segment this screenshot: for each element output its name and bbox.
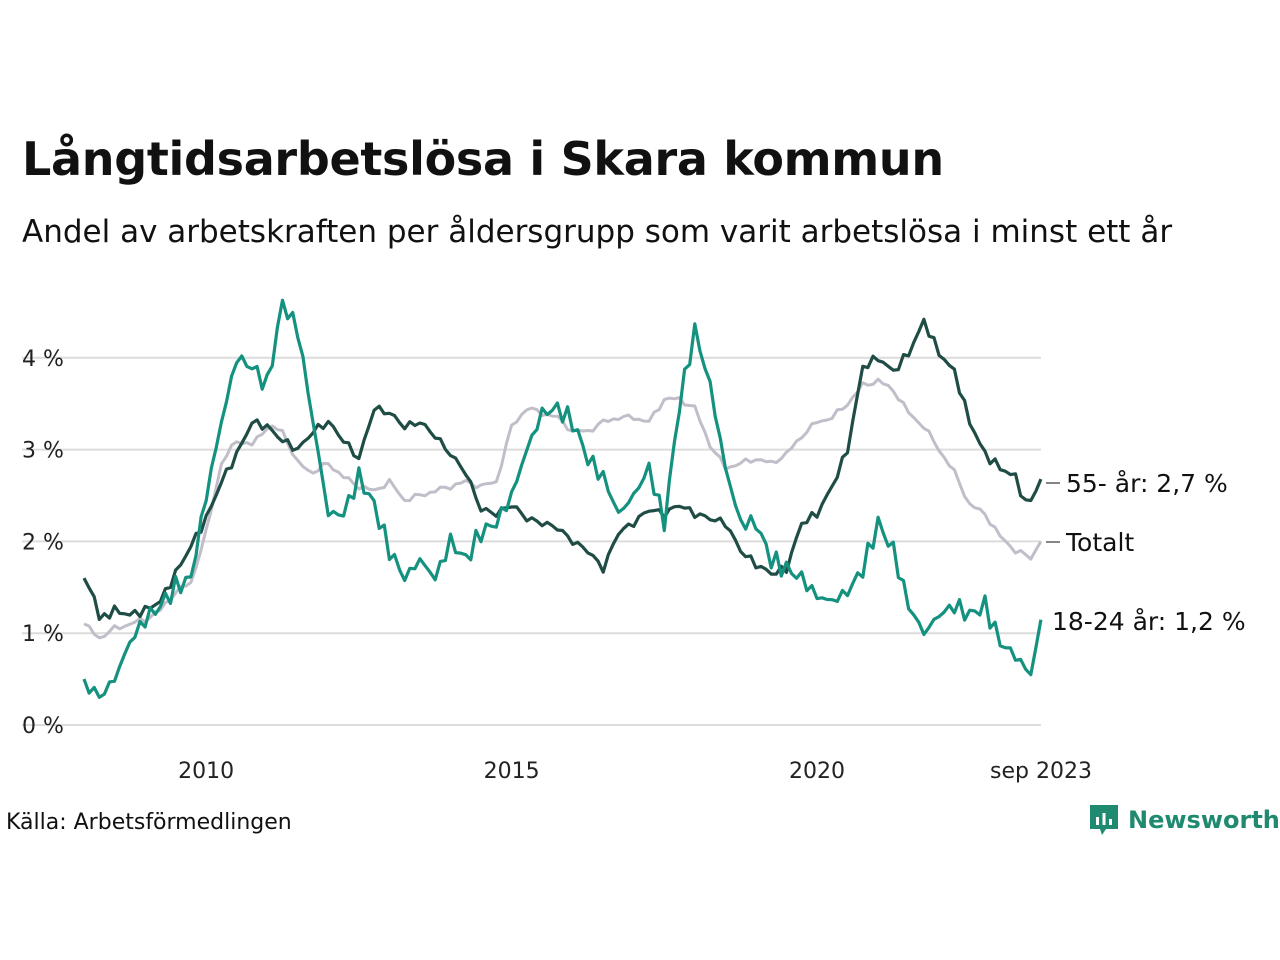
grid-lines <box>22 356 1041 726</box>
chart-subtitle: Andel av arbetskraften per åldersgrupp s… <box>22 214 1173 250</box>
x-tick-label: 2010 <box>178 759 234 784</box>
brand-name: Newsworthy <box>1128 806 1280 834</box>
x-axis-ticks: 2010 2015 2020 sep 2023 <box>178 759 1092 784</box>
y-axis-ticks: 0 % 1 % 2 % 3 % 4 % <box>22 347 64 739</box>
y-tick-label: 3 % <box>22 439 64 464</box>
source-note: Källa: Arbetsförmedlingen <box>6 810 292 835</box>
x-tick-label: 2015 <box>484 759 540 784</box>
series-line-3 <box>82 298 1043 699</box>
series-lines <box>82 298 1043 699</box>
y-tick-label: 1 % <box>22 622 64 647</box>
brand-chart-icon <box>1090 805 1118 835</box>
series-end-label: Totalt <box>1065 528 1134 557</box>
brand-logo: Newsworthy <box>1088 803 1280 837</box>
series-end-label: 55- år: 2,7 % <box>1066 469 1228 498</box>
x-tick-label: sep 2023 <box>990 759 1092 784</box>
series-end-label: 18-24 år: 1,2 % <box>1052 607 1246 636</box>
y-tick-label: 0 % <box>22 714 64 739</box>
series-line-2 <box>82 317 1043 622</box>
x-tick-label: 2020 <box>789 759 845 784</box>
series-labels: Totalt 55- år: 2,7 % 18-24 år: 1,2 % <box>1046 469 1246 636</box>
y-tick-label: 4 % <box>22 347 64 372</box>
y-tick-label: 2 % <box>22 530 64 555</box>
chart-title: Långtidsarbetslösa i Skara kommun <box>22 132 944 186</box>
